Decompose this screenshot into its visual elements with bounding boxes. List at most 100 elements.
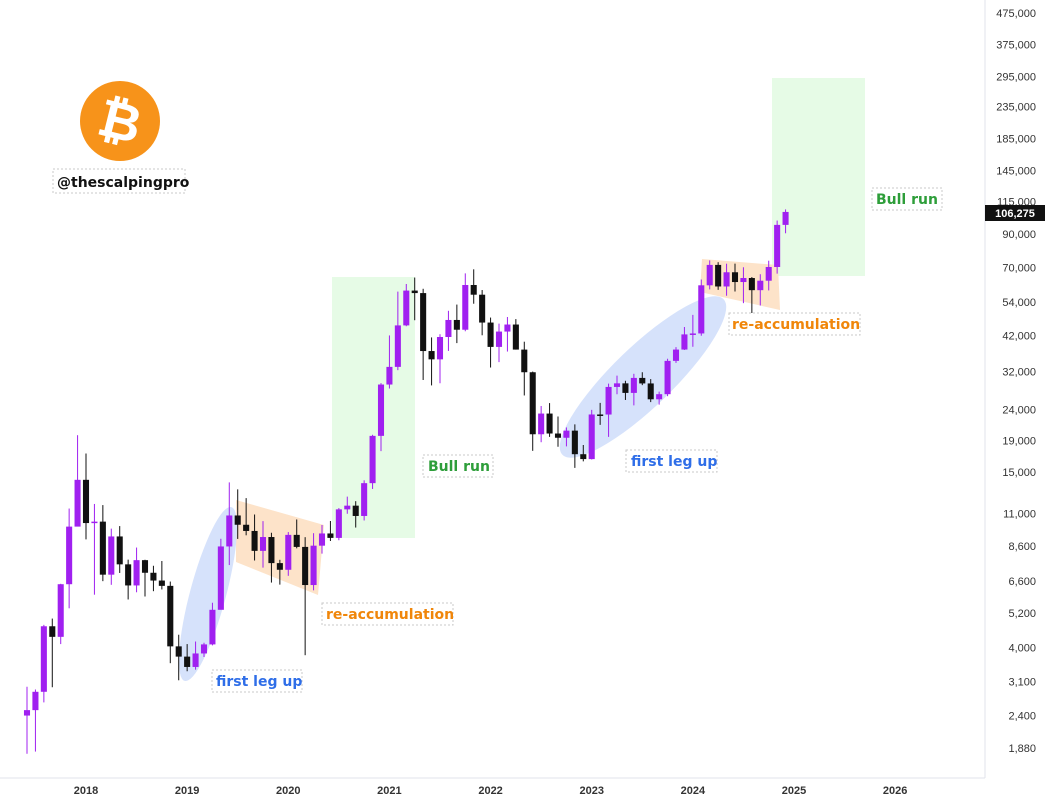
candle (243, 498, 250, 536)
candle-body (302, 546, 309, 586)
candle (394, 291, 401, 371)
candle (150, 565, 157, 592)
candle (782, 209, 789, 234)
note-reacc-2: re-accumulation (732, 317, 860, 333)
candle (647, 379, 654, 403)
candle-body (588, 414, 595, 460)
candle-body (40, 626, 47, 692)
price-tick-label: 54,000 (1002, 297, 1036, 309)
candle (293, 519, 300, 549)
candle (706, 260, 713, 290)
candle-body (184, 656, 191, 667)
price-tick-label: 5,200 (1008, 608, 1036, 620)
candle-body (774, 224, 781, 267)
current-price-bg (985, 205, 1045, 221)
price-axis-ticks: 1,880 2,400 3,100 4,000 5,200 6,600 8,600 11,00… (996, 8, 1036, 755)
candle-body (268, 537, 275, 564)
candle (91, 503, 98, 595)
candle (554, 416, 562, 447)
bitcoin-logo: ₿ (80, 81, 160, 161)
candle (259, 521, 267, 568)
candle-body (234, 515, 241, 525)
price-tick-label: 90,000 (1002, 229, 1036, 241)
candle-body (99, 521, 106, 575)
candle (571, 424, 578, 468)
candle-body (597, 414, 604, 416)
candle (765, 260, 772, 291)
candle (217, 538, 224, 610)
candle (99, 505, 106, 582)
candle (361, 480, 368, 521)
price-tick-label: 15,000 (1002, 467, 1036, 479)
candle-body (706, 264, 713, 286)
candle (538, 405, 545, 443)
candle (470, 269, 477, 304)
candle-body (276, 563, 283, 570)
candle-body (32, 691, 39, 711)
candle-body (108, 536, 115, 575)
candle-body (529, 372, 536, 435)
year-tick-label: 2018 (74, 785, 98, 797)
candle (285, 532, 292, 576)
author-handle: @thescalpingpro (52, 168, 190, 194)
handle-text: @thescalpingpro (57, 175, 190, 191)
note-reacc-1: re-accumulation (326, 607, 454, 623)
candle (479, 290, 486, 336)
candle (689, 314, 696, 347)
candle (49, 618, 56, 688)
candle-body (546, 413, 553, 434)
candle-body (226, 515, 233, 547)
candle-body (664, 360, 671, 395)
candle-body (521, 349, 528, 373)
candle-body (394, 325, 401, 367)
note-box-reacc-2 (728, 312, 861, 336)
year-tick-label: 2026 (883, 785, 907, 797)
candle-body (740, 278, 747, 283)
candle (352, 501, 359, 528)
price-tick-label: 2,400 (1008, 711, 1036, 723)
candle (209, 602, 216, 646)
candle-body (344, 505, 351, 510)
price-tick-label: 295,000 (996, 71, 1036, 83)
price-tick-label: 4,000 (1008, 643, 1036, 655)
candle-body (571, 430, 578, 455)
candle (487, 317, 494, 368)
current-price-tag: 106,275 (985, 205, 1045, 221)
price-tick-label: 32,000 (1002, 366, 1036, 378)
candle-body (361, 483, 368, 516)
candle-body (436, 336, 444, 360)
first-leg-zone-2019 (178, 506, 238, 682)
candle (133, 547, 140, 593)
candle (141, 559, 149, 597)
year-tick-label: 2020 (276, 785, 300, 797)
candle-body (293, 534, 300, 547)
candle (664, 358, 671, 397)
candle-body (428, 351, 435, 360)
candle (234, 489, 241, 539)
candle (504, 317, 511, 352)
candle-body (723, 272, 730, 287)
candle (605, 383, 612, 437)
candle (167, 581, 174, 664)
candle (715, 262, 722, 290)
candle-body (698, 285, 705, 334)
candle-body (630, 377, 637, 393)
candle-body (782, 211, 789, 225)
candle (175, 634, 182, 681)
candle (82, 453, 90, 540)
candle (445, 310, 452, 351)
candle-body (462, 284, 469, 330)
year-tick-label: 2023 (579, 785, 603, 797)
candle (386, 335, 393, 389)
year-tick-label: 2022 (478, 785, 502, 797)
bitcoin-icon (80, 81, 160, 161)
candle-body (217, 546, 224, 610)
candle-body (765, 266, 772, 281)
candle-body (141, 560, 149, 573)
candle (529, 371, 536, 451)
candle (403, 283, 410, 327)
candle-body (689, 333, 696, 335)
candle-body (66, 526, 73, 585)
candle-body (150, 572, 157, 581)
